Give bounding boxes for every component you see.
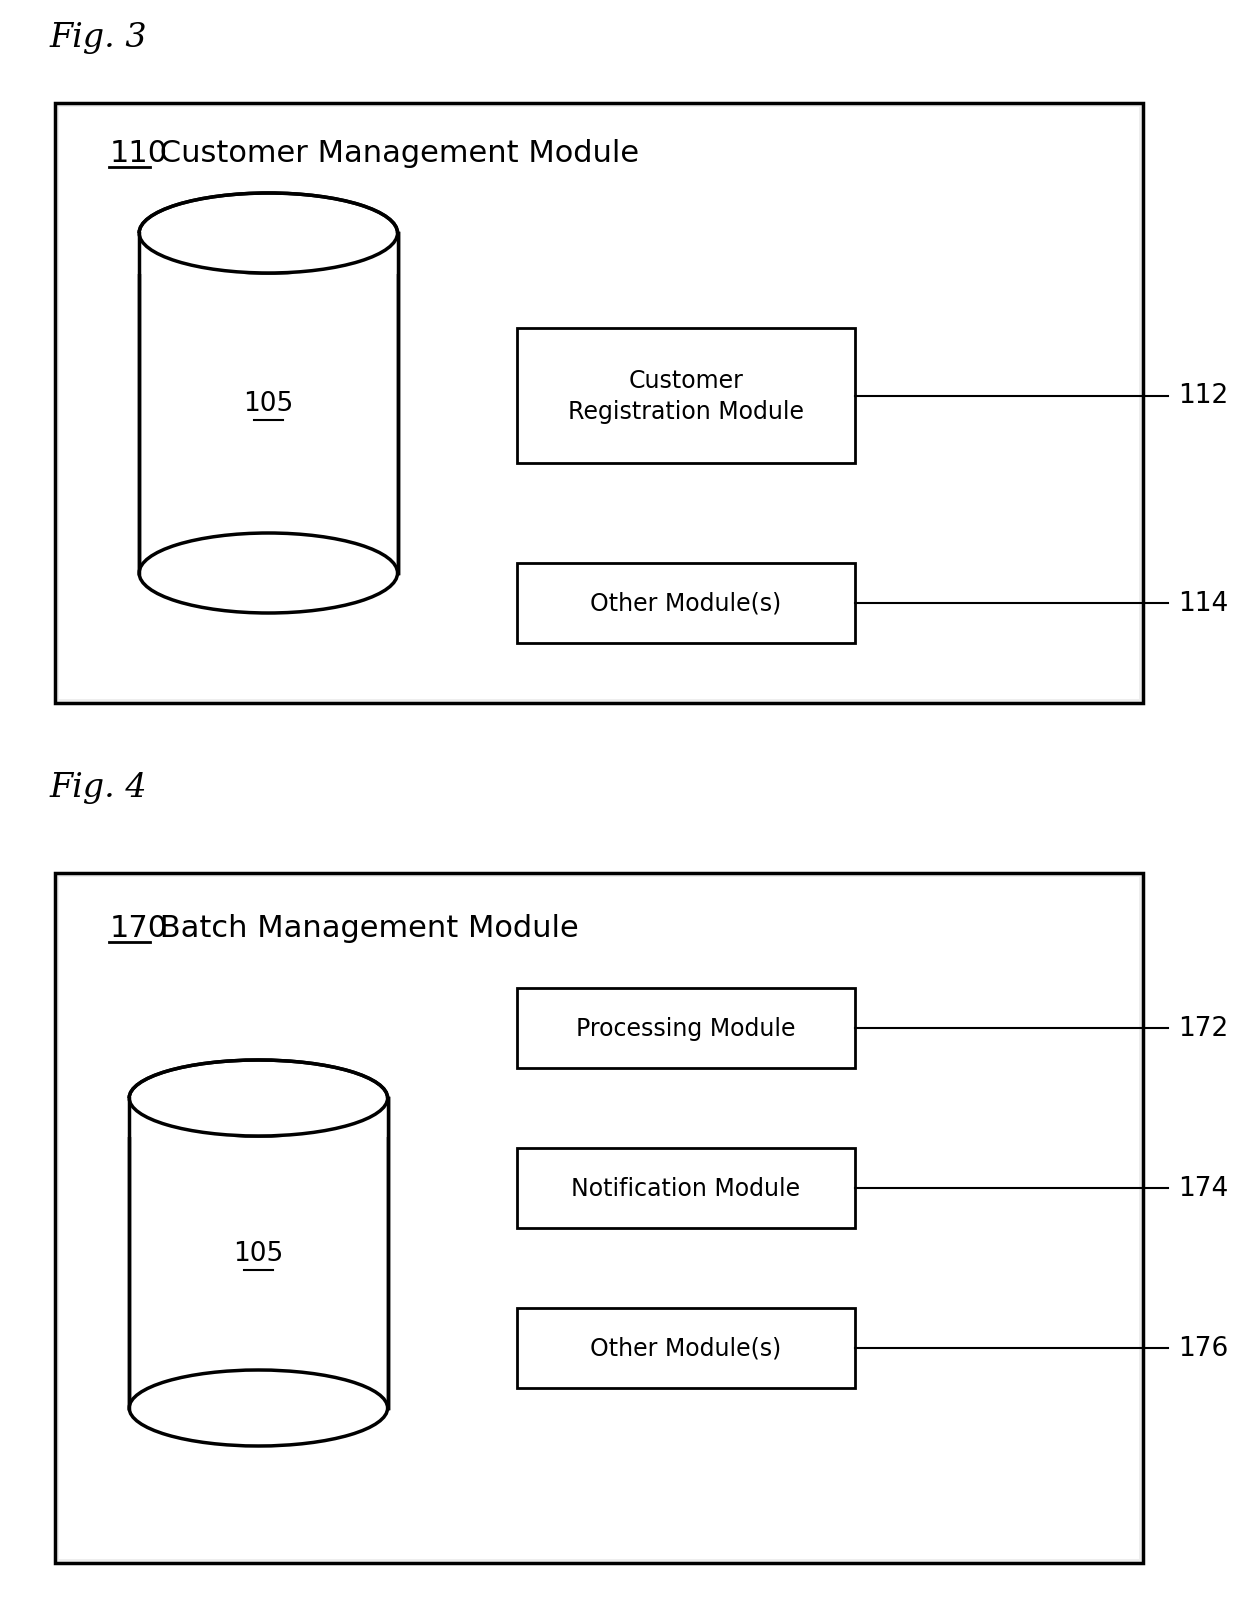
FancyBboxPatch shape [55,873,1143,1563]
Text: 174: 174 [1178,1175,1228,1201]
FancyBboxPatch shape [517,1149,854,1229]
Text: Customer Management Module: Customer Management Module [150,140,639,169]
Text: Notification Module: Notification Module [572,1177,800,1201]
Text: Fig. 4: Fig. 4 [50,771,148,803]
Ellipse shape [139,193,398,274]
Text: Other Module(s): Other Module(s) [590,592,781,615]
FancyBboxPatch shape [517,1308,854,1388]
Text: 110: 110 [109,140,167,169]
Text: 112: 112 [1178,383,1228,409]
Text: Customer
Registration Module: Customer Registration Module [568,368,804,424]
Text: Batch Management Module: Batch Management Module [150,914,579,943]
Polygon shape [138,234,399,274]
Text: 176: 176 [1178,1336,1228,1362]
Polygon shape [129,1099,388,1409]
FancyBboxPatch shape [517,329,854,464]
Polygon shape [128,1099,389,1138]
FancyBboxPatch shape [55,104,1143,703]
FancyBboxPatch shape [58,109,1140,700]
Ellipse shape [129,1060,388,1136]
Polygon shape [139,234,398,573]
Text: 170: 170 [109,914,167,943]
Text: Other Module(s): Other Module(s) [590,1336,781,1360]
Ellipse shape [139,534,398,613]
Text: 114: 114 [1178,591,1228,617]
Text: 105: 105 [243,391,294,417]
Ellipse shape [129,1370,388,1446]
Text: Fig. 3: Fig. 3 [50,23,148,54]
Text: 172: 172 [1178,1016,1228,1042]
Text: 105: 105 [233,1240,284,1266]
FancyBboxPatch shape [517,563,854,644]
FancyBboxPatch shape [58,878,1140,1560]
Text: Processing Module: Processing Module [577,1016,796,1040]
FancyBboxPatch shape [517,988,854,1068]
